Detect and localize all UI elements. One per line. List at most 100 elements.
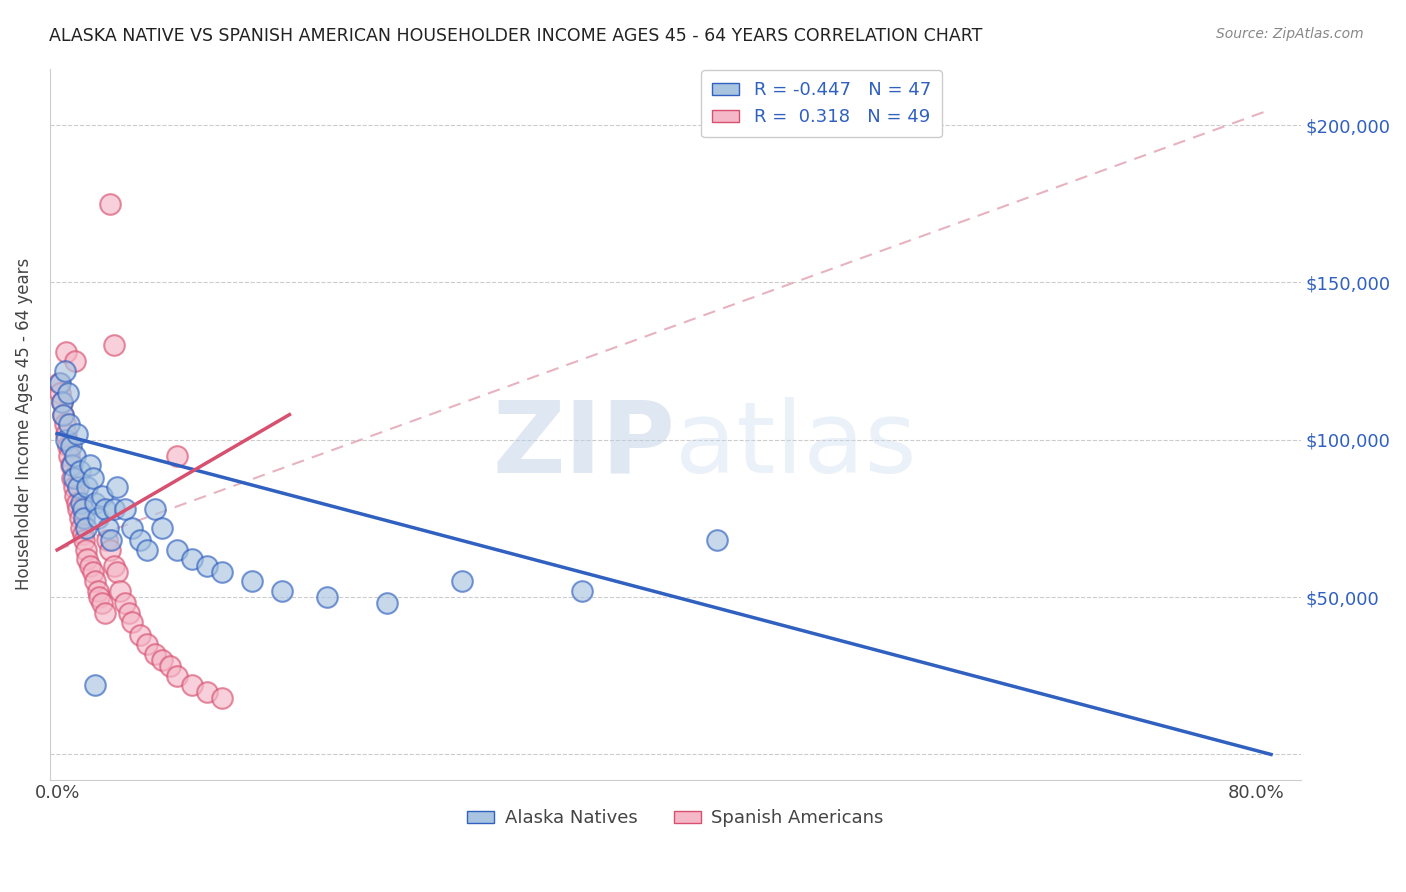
- Point: [121, 615, 143, 630]
- Point: [60, 470, 83, 484]
- Text: ALASKA NATIVE VS SPANISH AMERICAN HOUSEHOLDER INCOME AGES 45 - 64 YEARS CORRELAT: ALASKA NATIVE VS SPANISH AMERICAN HOUSEH…: [49, 27, 983, 45]
- Point: [86, 583, 108, 598]
- Point: [66, 496, 89, 510]
- Point: [48, 376, 70, 391]
- Point: [83, 496, 105, 510]
- Point: [103, 502, 125, 516]
- Point: [98, 196, 121, 211]
- Point: [166, 449, 188, 463]
- Point: [62, 470, 84, 484]
- Point: [67, 502, 90, 516]
- Point: [136, 543, 159, 558]
- Point: [450, 574, 472, 589]
- Point: [128, 533, 150, 548]
- Point: [108, 583, 131, 598]
- Point: [55, 426, 77, 441]
- Point: [58, 449, 80, 463]
- Point: [166, 669, 188, 683]
- Point: [105, 480, 128, 494]
- Point: [181, 552, 204, 566]
- Point: [136, 637, 159, 651]
- Point: [59, 439, 82, 453]
- Legend: Alaska Natives, Spanish Americans: Alaska Natives, Spanish Americans: [460, 802, 891, 835]
- Point: [128, 628, 150, 642]
- Point: [82, 565, 104, 579]
- Point: [52, 408, 75, 422]
- Point: [75, 521, 97, 535]
- Point: [60, 458, 83, 472]
- Point: [75, 543, 97, 558]
- Y-axis label: Householder Income Ages 45 - 64 years: Householder Income Ages 45 - 64 years: [15, 258, 32, 591]
- Point: [87, 590, 110, 604]
- Text: Source: ZipAtlas.com: Source: ZipAtlas.com: [1216, 27, 1364, 41]
- Point: [76, 480, 98, 494]
- Point: [97, 521, 120, 535]
- Point: [70, 496, 93, 510]
- Point: [52, 408, 75, 422]
- Point: [118, 606, 141, 620]
- Point: [271, 583, 294, 598]
- Point: [55, 433, 77, 447]
- Point: [55, 344, 77, 359]
- Point: [63, 449, 86, 463]
- Point: [56, 439, 79, 453]
- Point: [143, 502, 166, 516]
- Point: [195, 684, 218, 698]
- Point: [143, 647, 166, 661]
- Point: [83, 574, 105, 589]
- Point: [100, 533, 122, 548]
- Point: [67, 480, 90, 494]
- Point: [76, 552, 98, 566]
- Text: atlas: atlas: [675, 397, 917, 494]
- Point: [56, 385, 79, 400]
- Point: [121, 521, 143, 535]
- Point: [211, 565, 233, 579]
- Point: [98, 543, 121, 558]
- Point: [91, 490, 114, 504]
- Point: [83, 678, 105, 692]
- Point: [166, 543, 188, 558]
- Point: [69, 464, 91, 478]
- Point: [58, 417, 80, 431]
- Point: [59, 458, 82, 472]
- Point: [73, 511, 96, 525]
- Point: [62, 480, 84, 494]
- Point: [240, 574, 263, 589]
- Point: [211, 690, 233, 705]
- Point: [150, 521, 173, 535]
- Point: [70, 521, 93, 535]
- Point: [63, 354, 86, 368]
- Point: [63, 490, 86, 504]
- Point: [114, 502, 136, 516]
- Point: [72, 527, 94, 541]
- Point: [79, 558, 101, 573]
- Text: ZIP: ZIP: [492, 397, 675, 494]
- Point: [571, 583, 593, 598]
- Point: [79, 458, 101, 472]
- Point: [375, 596, 398, 610]
- Point: [181, 678, 204, 692]
- Point: [94, 606, 117, 620]
- Point: [82, 470, 104, 484]
- Point: [96, 533, 118, 548]
- Point: [706, 533, 728, 548]
- Point: [53, 363, 76, 377]
- Point: [94, 502, 117, 516]
- Point: [195, 558, 218, 573]
- Point: [159, 659, 181, 673]
- Point: [86, 511, 108, 525]
- Point: [114, 596, 136, 610]
- Point: [51, 395, 73, 409]
- Point: [150, 653, 173, 667]
- Point: [73, 533, 96, 548]
- Point: [49, 385, 72, 400]
- Point: [69, 511, 91, 525]
- Point: [72, 502, 94, 516]
- Point: [316, 590, 339, 604]
- Point: [103, 558, 125, 573]
- Point: [103, 338, 125, 352]
- Point: [66, 426, 89, 441]
- Point: [53, 417, 76, 431]
- Point: [49, 376, 72, 391]
- Point: [51, 395, 73, 409]
